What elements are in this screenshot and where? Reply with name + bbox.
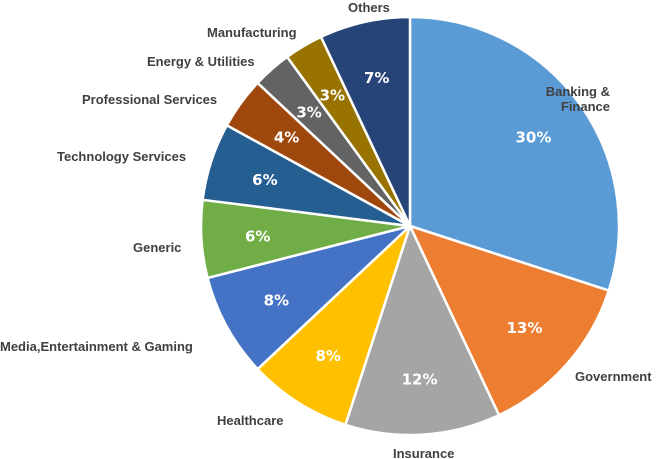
- data-label-4: 8%: [264, 292, 289, 310]
- category-label-3: Healthcare: [217, 413, 284, 428]
- data-label-7: 4%: [274, 128, 299, 146]
- category-label-6: Technology Services: [57, 149, 187, 164]
- data-label-6: 6%: [252, 171, 277, 189]
- pie-slice-10: [319, 15, 412, 227]
- data-label-0: 30%: [515, 128, 551, 146]
- data-label-9: 3%: [320, 87, 345, 105]
- category-label-8: Energy & Utilities: [147, 54, 255, 69]
- data-label-3: 8%: [316, 347, 341, 365]
- category-label-5: Generic: [133, 240, 182, 255]
- data-label-1: 13%: [506, 319, 542, 337]
- category-label-0: Banking & Finance: [545, 84, 610, 114]
- category-label-2: Insurance: [393, 446, 455, 459]
- pie-slice-2: [343, 222, 501, 437]
- category-label-10: Others: [348, 0, 390, 15]
- data-label-8: 3%: [296, 104, 321, 122]
- pie-slice-3: [255, 225, 412, 427]
- category-label-9: Manufacturing: [207, 25, 297, 40]
- category-label-4: Media,Entertainment & Gaming: [0, 339, 193, 354]
- data-label-5: 6%: [245, 228, 270, 246]
- pie-slice-1: [407, 223, 611, 417]
- category-label-1: Government: [575, 369, 652, 384]
- pie-slice-0: [408, 15, 621, 293]
- pie-slice-4: [206, 224, 411, 371]
- category-label-7: Professional Services: [82, 92, 218, 107]
- data-label-2: 12%: [402, 370, 438, 388]
- data-label-10: 7%: [364, 69, 389, 87]
